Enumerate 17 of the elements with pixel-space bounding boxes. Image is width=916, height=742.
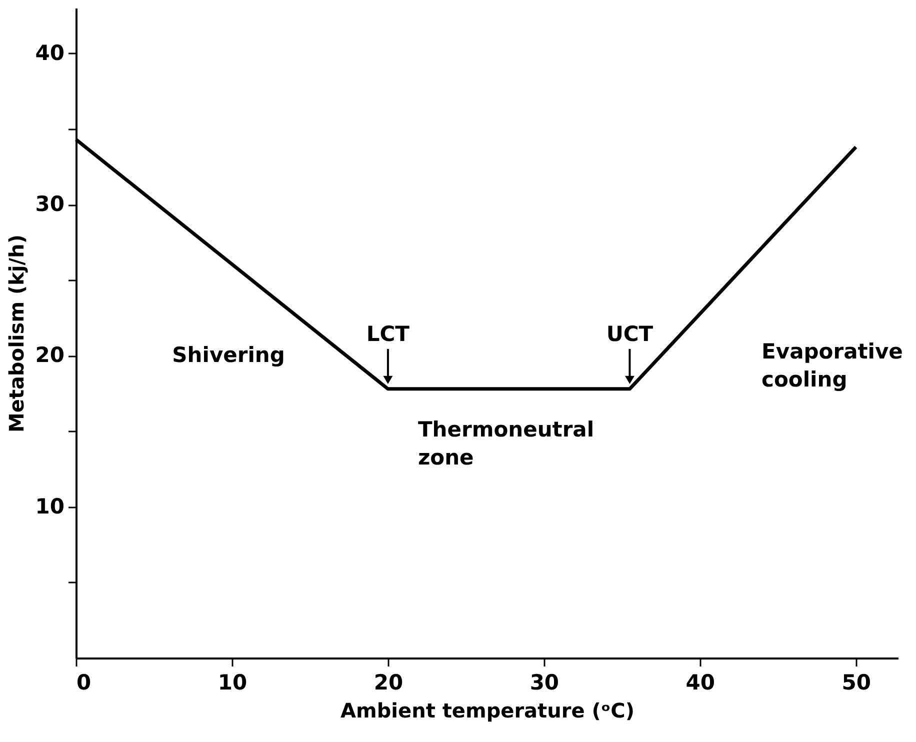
x-tick-label: 10 — [218, 670, 248, 694]
annotation: Thermoneutral zone — [418, 418, 594, 470]
annotation: UCT — [606, 322, 654, 346]
x-axis-title: Ambient temperature (ᵒC) — [340, 698, 634, 722]
y-tick-label: 30 — [35, 192, 64, 216]
y-axis-title: Metabolism (kj/h) — [4, 234, 28, 432]
annotation: LCT — [366, 322, 410, 346]
x-tick-label: 20 — [374, 670, 404, 694]
x-tick-label: 40 — [686, 670, 716, 694]
x-tick-label: 30 — [530, 670, 560, 694]
x-tick-label: 0 — [76, 670, 92, 694]
x-tick-label: 50 — [842, 670, 872, 694]
annotation: Evaporative cooling — [762, 340, 903, 392]
annotation: Shivering — [172, 342, 285, 367]
y-tick-label: 40 — [35, 40, 64, 65]
y-tick-label: 20 — [35, 343, 64, 368]
y-tick-label: 10 — [35, 494, 64, 518]
